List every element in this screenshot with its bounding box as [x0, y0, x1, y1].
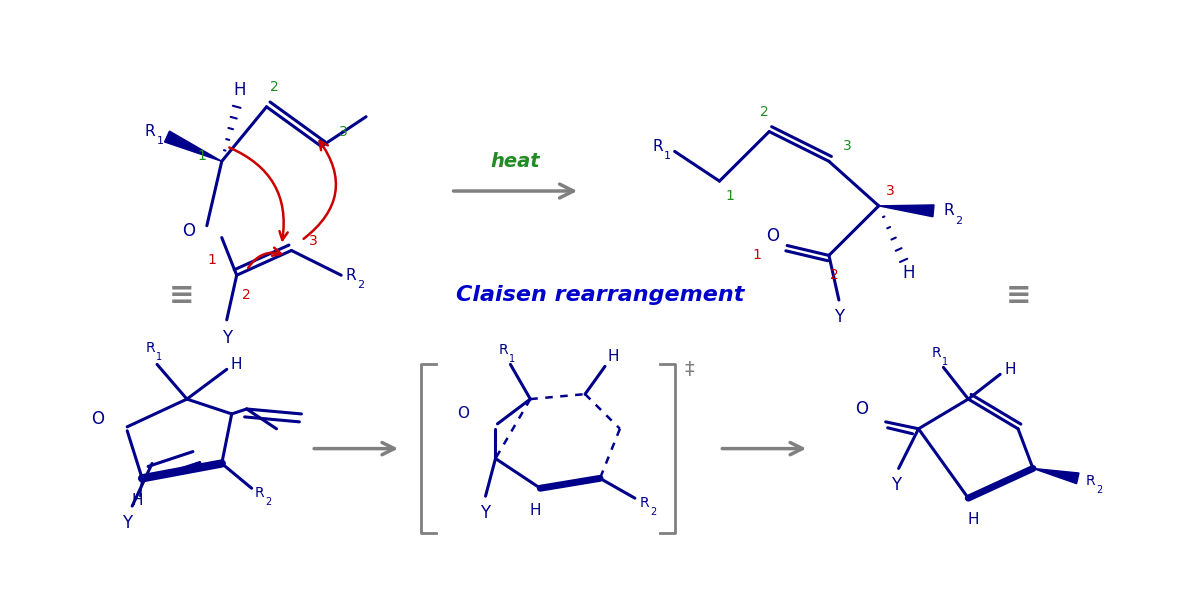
Text: 3: 3 — [308, 233, 318, 248]
Text: Y: Y — [834, 308, 844, 326]
Text: O: O — [766, 227, 779, 245]
Text: 1: 1 — [509, 355, 516, 364]
Text: R: R — [346, 268, 356, 283]
Text: 1: 1 — [156, 136, 163, 146]
Text: R: R — [499, 343, 509, 356]
Text: 2: 2 — [829, 268, 839, 282]
Text: Y: Y — [890, 476, 901, 494]
Text: Y: Y — [480, 504, 491, 522]
Text: 2: 2 — [650, 507, 656, 517]
Text: R: R — [931, 346, 941, 359]
Text: O: O — [182, 221, 196, 239]
Text: R: R — [145, 341, 155, 355]
Text: 2: 2 — [1097, 485, 1103, 495]
Text: H: H — [230, 357, 242, 372]
Text: ≡: ≡ — [1006, 281, 1031, 310]
Text: 2: 2 — [242, 288, 251, 302]
Text: ‡: ‡ — [685, 360, 695, 379]
Text: 2: 2 — [358, 280, 365, 290]
Text: H: H — [529, 503, 541, 518]
Text: R: R — [640, 496, 649, 510]
Text: H: H — [967, 512, 979, 527]
Polygon shape — [878, 205, 934, 217]
Text: R: R — [653, 139, 664, 154]
Polygon shape — [1033, 469, 1079, 484]
Text: O: O — [457, 406, 469, 421]
Text: 3: 3 — [338, 125, 348, 139]
Text: 1: 1 — [208, 253, 216, 268]
Text: 1: 1 — [156, 352, 162, 362]
Text: H: H — [132, 493, 143, 508]
Text: 2: 2 — [265, 497, 271, 507]
Text: Y: Y — [122, 514, 132, 532]
Text: 1: 1 — [664, 151, 671, 161]
Text: O: O — [91, 410, 104, 428]
Text: H: H — [902, 264, 914, 282]
Text: 2: 2 — [760, 105, 769, 119]
Text: Claisen rearrangement: Claisen rearrangement — [456, 285, 744, 305]
Text: R: R — [254, 486, 264, 500]
Text: ≡: ≡ — [169, 281, 194, 310]
Text: H: H — [1004, 362, 1016, 377]
Text: 3: 3 — [887, 184, 895, 198]
Text: R: R — [943, 203, 954, 218]
Text: H: H — [607, 349, 619, 364]
Text: O: O — [856, 400, 869, 418]
Text: 2: 2 — [270, 80, 278, 94]
Text: R: R — [1086, 475, 1096, 488]
Text: 3: 3 — [842, 139, 851, 154]
Text: 2: 2 — [955, 216, 962, 226]
Text: 1: 1 — [752, 248, 762, 262]
Text: R: R — [145, 124, 156, 139]
Text: H: H — [234, 81, 246, 99]
Text: heat: heat — [491, 152, 540, 171]
Text: 1: 1 — [725, 189, 734, 203]
Text: Y: Y — [222, 329, 232, 347]
Polygon shape — [164, 131, 222, 161]
Text: 1: 1 — [942, 358, 948, 367]
Text: 1: 1 — [198, 149, 206, 163]
